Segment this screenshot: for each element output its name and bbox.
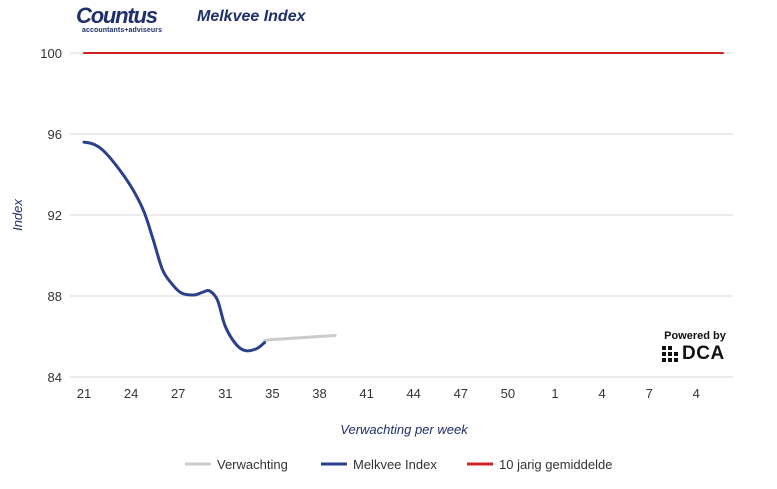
logo-tagline: accountants+adviseurs bbox=[82, 27, 163, 34]
x-tick-label: 38 bbox=[312, 386, 326, 401]
y-tick-label: 88 bbox=[48, 289, 62, 304]
x-tick-label: 4 bbox=[598, 386, 605, 401]
countus-logo: Countus accountants+adviseurs bbox=[76, 3, 180, 35]
x-tick-label: 7 bbox=[646, 386, 653, 401]
x-tick-label: 41 bbox=[359, 386, 373, 401]
dca-brand-label: DCA bbox=[682, 343, 725, 364]
y-tick-label: 100 bbox=[40, 46, 62, 61]
x-tick-label: 24 bbox=[124, 386, 138, 401]
series-line-verwachting bbox=[263, 333, 337, 343]
x-tick-label: 31 bbox=[218, 386, 232, 401]
legend-label-gemiddelde: 10 jarig gemiddelde bbox=[499, 457, 612, 472]
y-tick-label: 92 bbox=[48, 208, 62, 223]
x-axis-ticks: 21 24 27 31 35 38 41 44 47 50 1 4 7 4 bbox=[77, 386, 700, 401]
y-axis-ticks: 84 88 92 96 100 bbox=[40, 46, 62, 385]
x-tick-label: 27 bbox=[171, 386, 185, 401]
logo-wordmark: Countus bbox=[76, 3, 158, 28]
x-axis-title: Verwachting per week bbox=[340, 422, 469, 437]
legend: Verwachting Melkvee Index 10 jarig gemidde… bbox=[185, 457, 612, 472]
powered-by-label: Powered by bbox=[664, 330, 726, 342]
y-tick-label: 96 bbox=[48, 127, 62, 142]
grid-lines bbox=[70, 52, 733, 378]
x-tick-label: 21 bbox=[77, 386, 91, 401]
x-tick-label: 4 bbox=[693, 386, 700, 401]
series-lines bbox=[82, 51, 724, 353]
dca-grid-icon bbox=[662, 346, 678, 362]
legend-label-verwachting: Verwachting bbox=[217, 457, 288, 472]
x-tick-label: 44 bbox=[406, 386, 420, 401]
x-tick-label: 35 bbox=[265, 386, 279, 401]
x-tick-label: 50 bbox=[501, 386, 515, 401]
x-tick-label: 47 bbox=[454, 386, 468, 401]
series-line-melkvee-index bbox=[82, 140, 267, 353]
x-tick-label: 1 bbox=[551, 386, 558, 401]
chart-title: Melkvee Index bbox=[197, 8, 306, 25]
legend-label-melkvee-index: Melkvee Index bbox=[353, 457, 437, 472]
powered-by-dca-badge: Powered by DCA bbox=[660, 330, 730, 370]
y-tick-label: 84 bbox=[48, 370, 62, 385]
y-axis-title: Index bbox=[10, 199, 25, 231]
